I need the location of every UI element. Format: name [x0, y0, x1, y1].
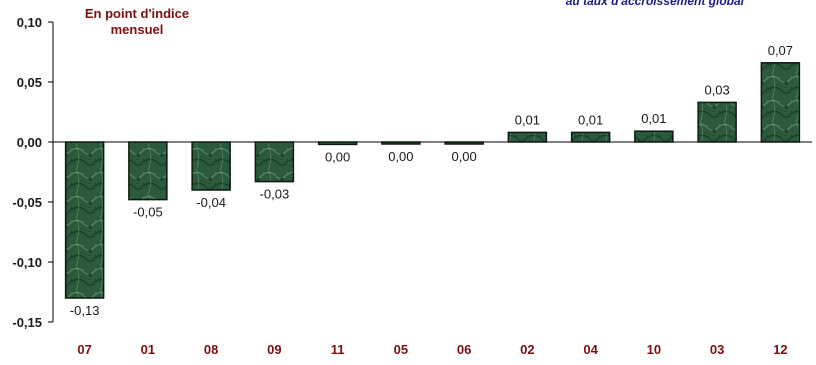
bar-01 — [128, 141, 168, 201]
data-label: -0,03 — [260, 187, 290, 202]
unit-label: En point d'indice mensuel — [52, 6, 222, 38]
data-label: 0,00 — [451, 149, 476, 164]
unit-label-line2: mensuel — [110, 22, 164, 37]
y-tick-label: 0,10 — [17, 15, 42, 30]
data-label: -0,05 — [133, 205, 163, 220]
data-labels-group: -0,13 -0,05 -0,04 -0,03 0,00 0,00 0,00 0,01 0,01… — [70, 43, 793, 318]
bar-04 — [570, 131, 611, 143]
y-tick-label: 0,00 — [17, 135, 42, 150]
bar-05 — [381, 141, 421, 145]
y-tick-label: -0,15 — [12, 315, 42, 330]
y-ticks-group: 0,10 0,05 0,00 -0,05 -0,10 -0,15 — [12, 15, 42, 330]
data-label: 0,00 — [325, 149, 350, 164]
bar-11 — [317, 141, 358, 146]
x-tick-label: 08 — [204, 342, 218, 357]
data-label: 0,00 — [388, 149, 413, 164]
bar-07 — [64, 141, 105, 299]
data-label: 0,07 — [768, 43, 793, 58]
x-tick-label: 10 — [647, 342, 661, 357]
data-label: 0,03 — [704, 82, 729, 97]
data-label: 0,01 — [515, 112, 540, 127]
x-tick-label: 11 — [331, 342, 345, 357]
x-tick-label: 05 — [394, 342, 408, 357]
x-tick-label: 01 — [141, 342, 155, 357]
y-tick-label: -0,10 — [12, 255, 42, 270]
y-tick-label: 0,05 — [17, 75, 42, 90]
bar-06 — [444, 141, 484, 145]
bar-03 — [697, 101, 737, 143]
data-label: 0,01 — [641, 111, 666, 126]
x-tick-label: 03 — [710, 342, 724, 357]
bars-group — [64, 62, 801, 299]
axes — [48, 21, 812, 323]
unit-label-line1: En point d'indice — [84, 6, 190, 21]
data-label: -0,04 — [196, 195, 226, 210]
x-tick-label: 12 — [773, 342, 787, 357]
bar-02 — [507, 131, 548, 143]
x-tick-label: 07 — [77, 342, 91, 357]
x-ticks-group: 07 01 08 09 11 05 06 02 04 10 03 12 — [77, 342, 787, 357]
x-tick-label: 06 — [457, 342, 471, 357]
x-tick-label: 04 — [583, 342, 598, 357]
data-label: 0,01 — [578, 112, 603, 127]
bar-12 — [760, 62, 801, 143]
top-note: au taux d'accroissement global — [565, 0, 744, 8]
y-tick-label: -0,05 — [12, 195, 42, 210]
data-label: -0,13 — [70, 303, 100, 318]
bar-08 — [191, 141, 231, 191]
x-tick-label: 02 — [520, 342, 534, 357]
x-tick-label: 09 — [267, 342, 281, 357]
bar-09 — [254, 141, 295, 183]
bar-10 — [634, 130, 674, 143]
